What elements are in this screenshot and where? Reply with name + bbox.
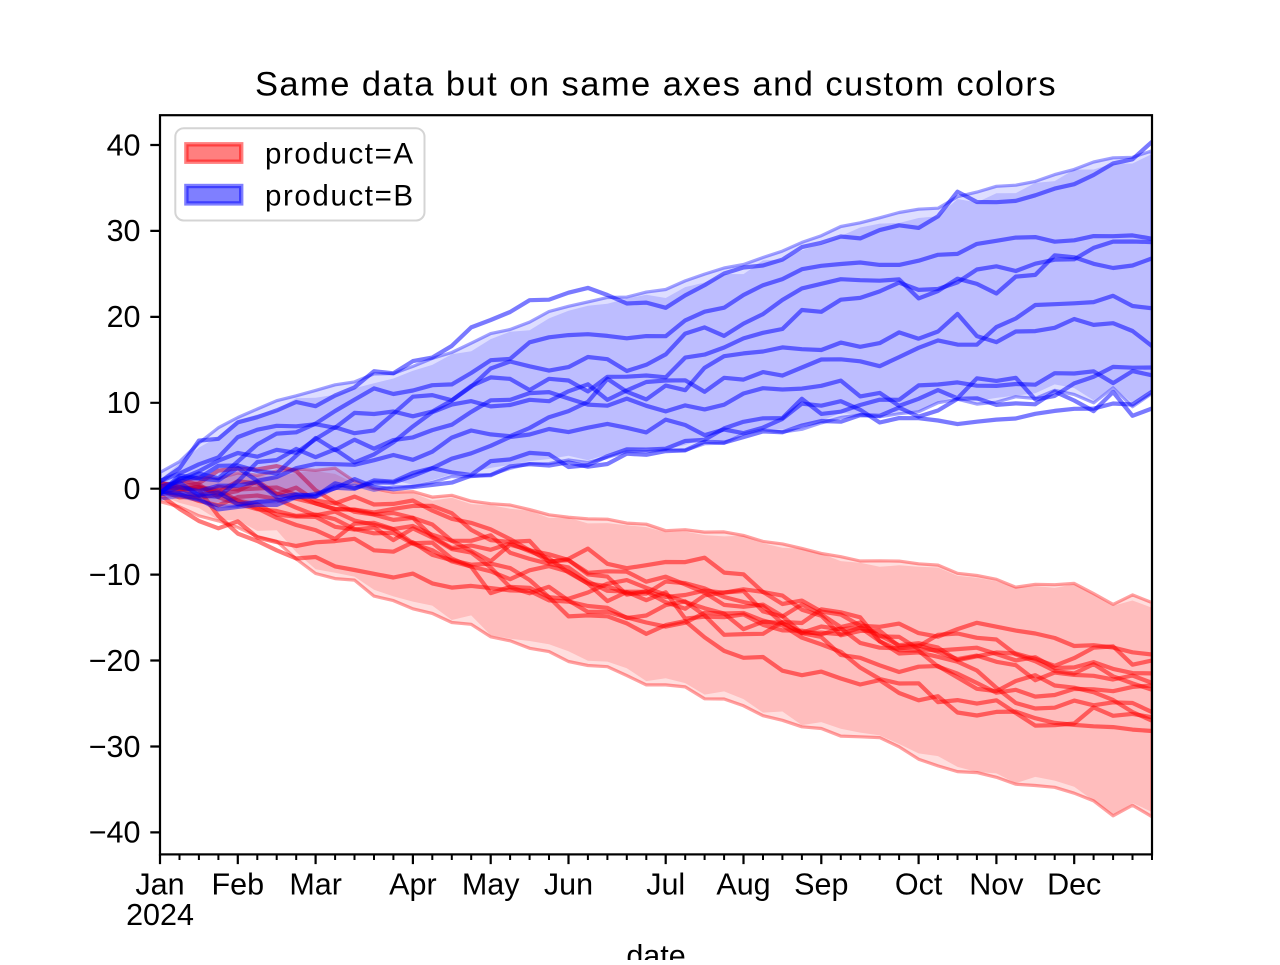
svg-text:−30: −30: [89, 730, 141, 764]
svg-text:Jan: Jan: [135, 868, 184, 902]
svg-text:Same data but on same axes and: Same data but on same axes and custom co…: [255, 66, 1057, 104]
svg-text:0: 0: [124, 472, 141, 506]
svg-text:Oct: Oct: [895, 868, 943, 902]
svg-text:Sep: Sep: [794, 868, 848, 902]
svg-text:Jun: Jun: [544, 868, 593, 902]
svg-text:product=B: product=B: [265, 179, 415, 212]
svg-text:2024: 2024: [126, 898, 194, 932]
svg-text:20: 20: [107, 300, 141, 334]
svg-text:Mar: Mar: [289, 868, 342, 902]
svg-text:40: 40: [107, 128, 141, 162]
svg-text:Nov: Nov: [969, 868, 1024, 902]
svg-text:Apr: Apr: [389, 868, 436, 902]
svg-text:Dec: Dec: [1047, 868, 1101, 902]
svg-text:−20: −20: [89, 644, 141, 678]
svg-text:product=A: product=A: [265, 138, 415, 171]
svg-text:May: May: [462, 868, 520, 902]
svg-text:−40: −40: [89, 816, 141, 850]
svg-text:Aug: Aug: [716, 868, 770, 902]
svg-text:date: date: [626, 939, 685, 960]
svg-text:30: 30: [107, 214, 141, 248]
svg-text:−10: −10: [89, 558, 141, 592]
svg-text:Jul: Jul: [646, 868, 685, 902]
svg-text:10: 10: [107, 386, 141, 420]
svg-text:Feb: Feb: [212, 868, 265, 902]
